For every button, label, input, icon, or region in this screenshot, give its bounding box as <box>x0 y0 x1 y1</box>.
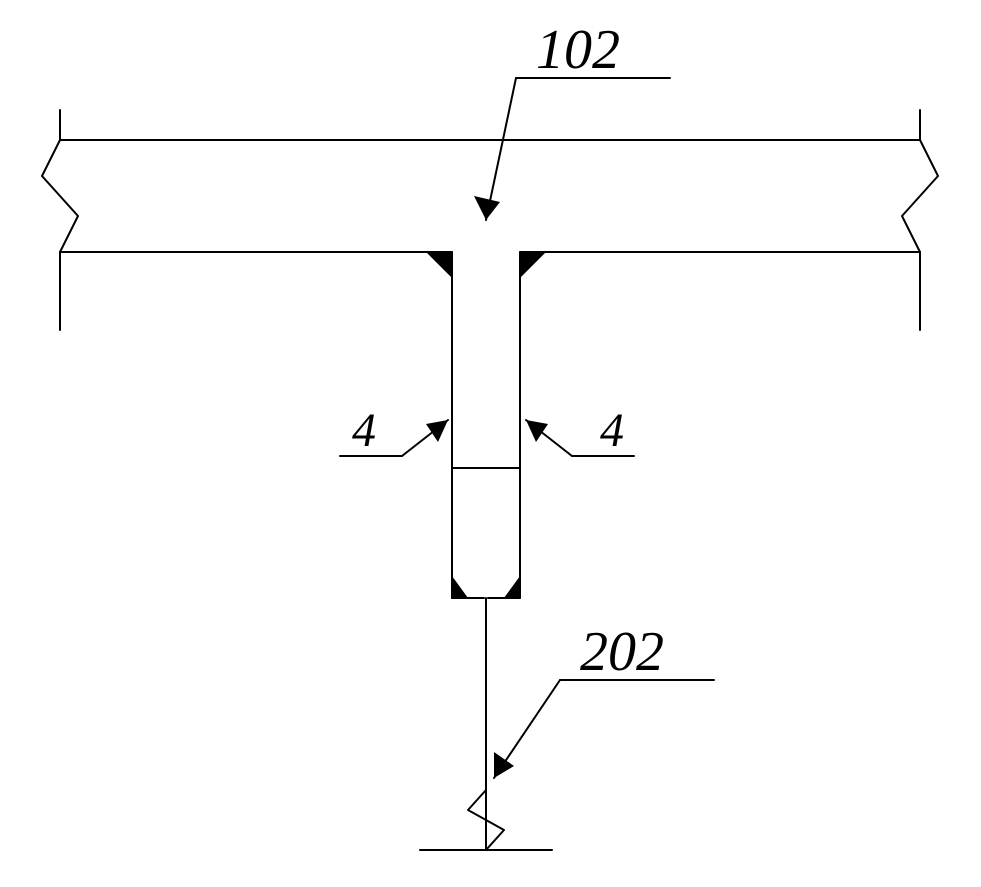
section-mark-right: 4 <box>600 404 624 457</box>
label-202-text: 202 <box>580 621 664 683</box>
section-mark-left: 4 <box>352 404 376 457</box>
label-102-text: 102 <box>536 19 620 81</box>
break-line-right <box>902 140 938 252</box>
break-line-left <box>42 140 78 252</box>
